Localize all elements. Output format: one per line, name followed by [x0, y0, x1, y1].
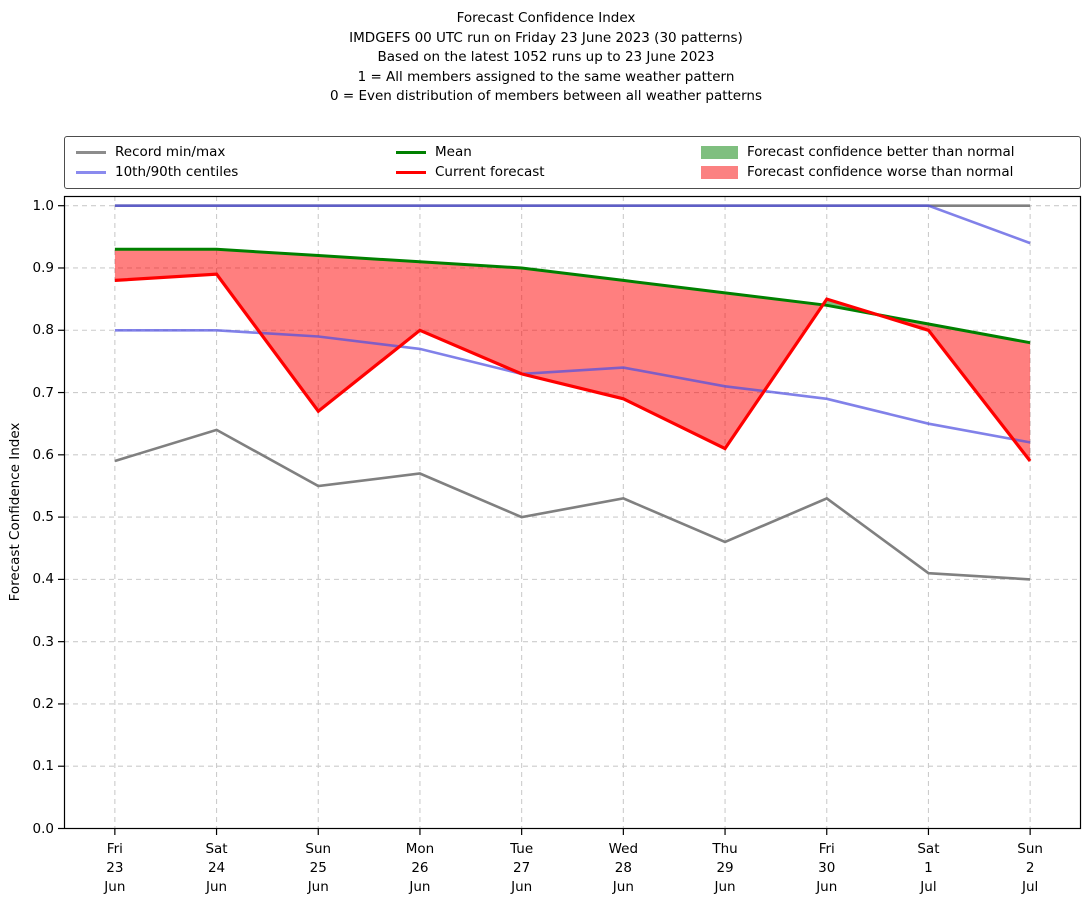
legend-line-swatch: [396, 170, 426, 174]
legend-patch-swatch: [701, 165, 738, 179]
y-tick-label: 0.1: [32, 758, 54, 775]
chart-subtitle-basis: Based on the latest 1052 runs up to 23 J…: [377, 49, 715, 65]
chart-subtitle-run: IMDGEFS 00 UTC run on Friday 23 June 202…: [349, 29, 743, 46]
legend-item-label: Mean: [435, 144, 472, 160]
chart-canvas: [58, 195, 1082, 835]
x-tick-label: Fri 23 Jun: [104, 841, 126, 895]
x-tick-label: Thu 29 Jun: [712, 841, 738, 895]
fill-worse-than-normal: [114, 249, 823, 449]
y-tick-label: 0.5: [32, 509, 54, 526]
legend-column: Mean Current forecast: [396, 142, 545, 182]
x-tick-label: Sun 2 Jul: [1017, 841, 1043, 895]
y-tick-label: 0.6: [32, 446, 54, 463]
legend-item: Record min/max: [76, 142, 238, 162]
y-tick-label: 0.8: [32, 322, 54, 339]
plot-border: [63, 195, 1082, 830]
chart-legend: Record min/max 10th/90th centiles Mean Curr…: [64, 136, 1081, 189]
x-tick-label: Tue 27 Jun: [510, 841, 534, 895]
legend-item-label: Forecast confidence worse than normal: [747, 164, 1014, 180]
x-tick-label: Sat 24 Jun: [205, 841, 228, 895]
legend-line-swatch: [76, 170, 106, 174]
y-tick-label: 0.0: [32, 820, 54, 837]
x-tick-label: Wed 28 Jun: [608, 841, 639, 895]
series-record-min: [114, 428, 1031, 581]
series-10th-centile: [114, 329, 1031, 444]
legend-item-label: 10th/90th centiles: [115, 164, 239, 180]
legend-item-label: Record min/max: [115, 144, 226, 160]
legend-item-label: Forecast confidence better than normal: [747, 144, 1015, 160]
legend-item-label: Current forecast: [435, 164, 545, 180]
chart-title: Forecast Confidence Index: [456, 10, 636, 26]
chart-title-block: Forecast Confidence Index IMDGEFS 00 UTC…: [0, 9, 1092, 107]
legend-item: Forecast confidence worse than normal: [701, 162, 1015, 182]
legend-item: 10th/90th centiles: [76, 162, 238, 182]
series-current-forecast: [114, 272, 1032, 462]
legend-column: Record min/max 10th/90th centiles: [76, 142, 238, 182]
y-tick-label: 0.9: [32, 259, 54, 276]
x-tick-label: Mon 26 Jun: [405, 841, 435, 895]
legend-item: Forecast confidence better than normal: [701, 142, 1015, 162]
series-90th-centile: [114, 204, 1031, 245]
legend-line-swatch: [396, 150, 426, 154]
chart-subtitle-scale-1: 1 = All members assigned to the same wea…: [357, 68, 735, 85]
legend-patch-swatch: [701, 145, 738, 159]
y-tick-label: 0.7: [32, 384, 54, 401]
legend-column: Forecast confidence better than normal Fo…: [701, 142, 1015, 182]
chart-subtitle-scale-0: 0 = Even distribution of members between…: [329, 88, 763, 104]
legend-line-swatch: [76, 150, 106, 154]
x-tick-label: Sun 25 Jun: [305, 841, 332, 895]
y-tick-label: 0.2: [32, 695, 54, 712]
y-tick-label: 0.3: [32, 633, 54, 650]
legend-item: Current forecast: [396, 162, 545, 182]
x-tick-label: Sat 1 Jul: [917, 841, 940, 895]
y-tick-label: 0.4: [32, 571, 54, 588]
fill-worse-than-normal: [877, 314, 1031, 461]
legend-item: Mean: [396, 142, 545, 162]
y-tick-label: 1.0: [32, 197, 54, 214]
x-tick-label: Fri 30 Jun: [816, 841, 838, 895]
